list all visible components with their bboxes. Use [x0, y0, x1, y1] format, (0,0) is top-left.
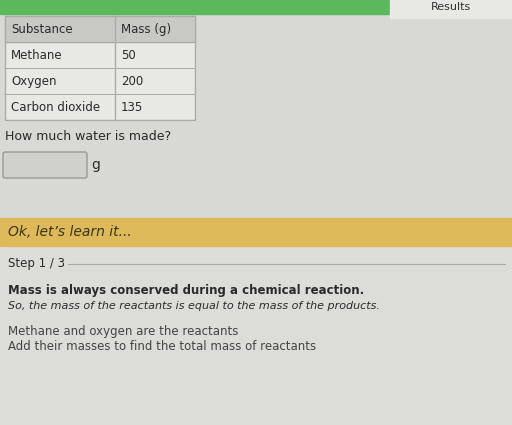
Text: Ok, let’s learn it...: Ok, let’s learn it... — [8, 225, 132, 239]
Bar — [5, 16, 195, 42]
Text: g: g — [91, 158, 100, 172]
Bar — [5, 42, 195, 68]
Text: Methane and oxygen are the reactants: Methane and oxygen are the reactants — [8, 325, 239, 338]
Text: How much water is made?: How much water is made? — [5, 130, 171, 143]
Bar — [0, 218, 512, 246]
Bar — [0, 246, 512, 425]
Text: Mass (g): Mass (g) — [121, 23, 171, 36]
Text: 135: 135 — [121, 100, 143, 113]
Text: 50: 50 — [121, 48, 136, 62]
Text: Substance: Substance — [11, 23, 73, 36]
Text: Step 1 / 3: Step 1 / 3 — [8, 258, 65, 270]
Text: Oxygen: Oxygen — [11, 74, 56, 88]
Bar — [5, 16, 195, 120]
FancyBboxPatch shape — [3, 152, 87, 178]
Text: Mass is always conserved during a chemical reaction.: Mass is always conserved during a chemic… — [8, 284, 364, 297]
Text: Carbon dioxide: Carbon dioxide — [11, 100, 100, 113]
Bar — [0, 0, 512, 14]
Text: Methane: Methane — [11, 48, 62, 62]
Text: Add their masses to find the total mass of reactants: Add their masses to find the total mass … — [8, 340, 316, 353]
Bar — [390, 0, 512, 18]
Bar — [5, 68, 195, 94]
Text: So, the mass of the reactants is equal to the mass of the products.: So, the mass of the reactants is equal t… — [8, 301, 380, 311]
Text: 200: 200 — [121, 74, 143, 88]
Bar — [5, 94, 195, 120]
Text: Results: Results — [431, 2, 471, 12]
